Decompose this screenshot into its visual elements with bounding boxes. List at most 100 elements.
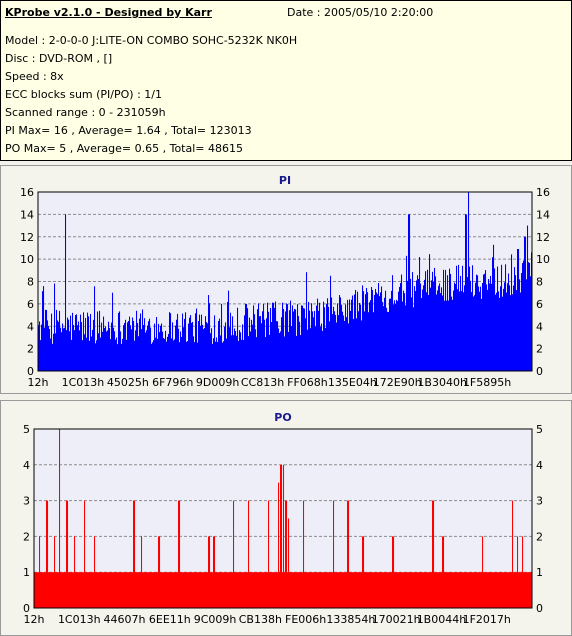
data-bar xyxy=(289,310,291,371)
data-bar xyxy=(157,572,159,608)
data-bar xyxy=(449,268,451,371)
data-bar xyxy=(271,572,273,608)
data-bar xyxy=(416,572,418,608)
data-bar xyxy=(429,254,431,371)
data-bar xyxy=(123,325,125,371)
data-bar xyxy=(98,333,100,371)
data-bar xyxy=(258,303,260,371)
data-bar xyxy=(206,572,208,608)
x-tick-label: 1C013h xyxy=(62,376,105,389)
data-bar xyxy=(221,572,223,608)
data-bar xyxy=(46,310,48,371)
data-bar xyxy=(301,572,303,608)
data-bar xyxy=(353,572,355,608)
data-bar xyxy=(469,572,471,608)
data-bar xyxy=(529,262,531,371)
data-bar xyxy=(464,285,466,371)
data-bar xyxy=(292,305,294,371)
x-tick-label: 12h xyxy=(24,613,45,626)
data-bar xyxy=(399,286,401,371)
data-bar xyxy=(237,572,239,608)
po-chart-panel: PO 0 0 1 1 2 2 3 3 4 4 5 5 12h 1C013h 44607h 6EE11h 9C009… xyxy=(0,400,572,636)
data-bar xyxy=(248,336,250,371)
data-bar xyxy=(506,572,508,608)
data-bar xyxy=(103,572,105,608)
data-bar xyxy=(323,301,325,371)
data-bar xyxy=(289,572,291,608)
data-bar xyxy=(97,311,99,371)
data-bar xyxy=(159,536,161,608)
data-bar xyxy=(504,282,506,371)
data-bar xyxy=(264,319,266,371)
data-bar xyxy=(150,572,152,608)
data-bar xyxy=(140,313,142,371)
data-bar xyxy=(473,296,475,371)
data-bar xyxy=(352,572,354,608)
data-bar xyxy=(247,572,249,608)
data-bar xyxy=(184,572,186,608)
data-bar xyxy=(134,340,136,371)
data-bar xyxy=(38,325,40,371)
data-bar xyxy=(374,572,376,608)
data-bar xyxy=(501,264,503,371)
y-tick-label-right: 0 xyxy=(536,602,543,615)
data-bar xyxy=(126,572,128,608)
data-bar xyxy=(200,572,202,608)
data-bar xyxy=(331,572,333,608)
data-bar xyxy=(199,572,201,608)
data-bar xyxy=(453,290,455,371)
data-bar xyxy=(99,310,101,371)
data-bar xyxy=(522,263,524,371)
data-bar xyxy=(197,342,199,371)
data-bar xyxy=(299,572,301,608)
data-bar xyxy=(162,572,164,608)
data-bar xyxy=(345,304,347,371)
data-bar xyxy=(427,572,429,608)
data-bar xyxy=(60,327,62,371)
data-bar xyxy=(480,572,482,608)
data-bar xyxy=(344,572,346,608)
data-bar xyxy=(267,572,269,608)
data-bar xyxy=(157,338,159,371)
data-bar xyxy=(280,331,282,371)
data-bar xyxy=(411,572,413,608)
data-bar xyxy=(304,572,306,608)
data-bar xyxy=(490,275,492,371)
data-bar xyxy=(54,283,56,371)
data-bar xyxy=(494,572,496,608)
data-bar xyxy=(133,320,135,371)
data-bar xyxy=(66,330,68,371)
data-bar xyxy=(153,340,155,371)
data-bar xyxy=(319,572,321,608)
data-bar xyxy=(310,328,312,371)
data-bar xyxy=(67,500,69,608)
data-bar xyxy=(57,320,59,371)
data-bar xyxy=(375,288,377,371)
data-bar xyxy=(257,572,259,608)
data-bar xyxy=(196,572,198,608)
data-bar xyxy=(226,338,228,371)
data-bar xyxy=(202,572,204,608)
x-tick-label: 1B0044h xyxy=(417,613,467,626)
data-bar xyxy=(85,572,87,608)
data-bar xyxy=(503,288,505,371)
data-bar xyxy=(446,300,448,371)
data-bar xyxy=(83,572,85,608)
data-bar xyxy=(58,321,60,371)
data-bar xyxy=(91,572,93,608)
data-bar xyxy=(143,325,145,371)
x-tick-label: 12h xyxy=(28,376,49,389)
data-bar xyxy=(498,291,500,371)
y-tick-label-right: 2 xyxy=(536,343,543,356)
data-bar xyxy=(357,572,359,608)
data-bar xyxy=(171,338,173,371)
data-bar xyxy=(204,327,206,371)
data-bar xyxy=(69,331,71,371)
data-bar xyxy=(372,572,374,608)
data-bar xyxy=(182,572,184,608)
data-bar xyxy=(121,572,123,608)
data-bar xyxy=(228,290,230,371)
data-bar xyxy=(355,572,357,608)
data-bar xyxy=(360,304,362,371)
data-bar xyxy=(515,275,517,371)
